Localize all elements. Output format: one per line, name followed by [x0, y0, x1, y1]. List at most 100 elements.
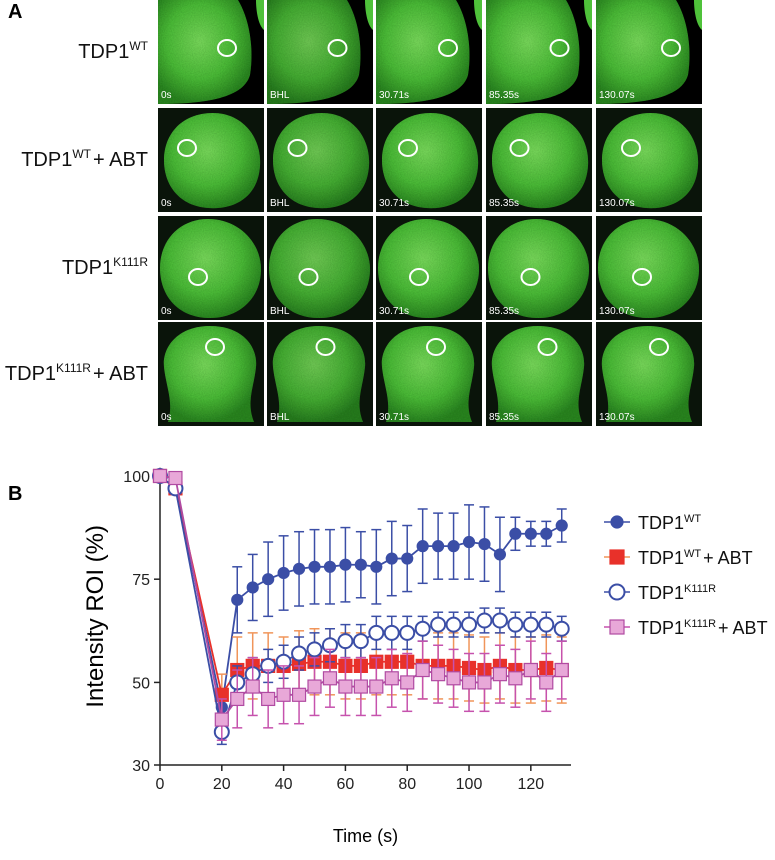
neighbor-cell: [365, 0, 373, 30]
text-part: TDP1: [62, 257, 113, 279]
point: [339, 558, 352, 571]
point: [152, 468, 168, 484]
point: [401, 552, 414, 565]
time-label: BHL: [270, 412, 290, 423]
point: [353, 679, 368, 694]
y-axis-label: Intensity ROI (%): [82, 525, 109, 708]
text-part: WT: [72, 147, 91, 161]
micrograph: BHL: [267, 0, 373, 104]
text-part: K111R: [56, 361, 91, 375]
micrograph: 30.71s: [376, 216, 482, 320]
micrograph: BHL: [267, 216, 373, 320]
cell: [602, 113, 699, 209]
neighbor-cell: [694, 0, 702, 30]
row-label: TDP1K111R: [62, 255, 148, 279]
cell: [382, 113, 479, 209]
point: [262, 573, 275, 586]
roi-circle: [520, 268, 541, 286]
point: [462, 535, 476, 549]
micrograph: 85.35s: [486, 216, 592, 320]
time-label: 85.35s: [489, 306, 519, 317]
x-tick-label: 20: [213, 776, 231, 793]
point: [384, 671, 399, 686]
panel-label: A: [8, 1, 22, 23]
x-tick-label: 40: [275, 776, 293, 793]
legend-marker: [608, 583, 626, 601]
point: [477, 675, 492, 690]
x-tick-label: 100: [456, 776, 483, 793]
point: [369, 679, 384, 694]
text-part: K111R: [684, 583, 716, 595]
legend-marker: [609, 619, 625, 635]
cell: [164, 113, 261, 209]
cell: [269, 219, 371, 319]
point: [338, 679, 353, 694]
point: [400, 675, 415, 690]
legend-marker: [610, 515, 624, 529]
time-label: 0s: [161, 198, 172, 209]
roi-circle: [549, 39, 570, 57]
time-label: 85.35s: [489, 412, 519, 423]
point: [476, 612, 493, 629]
text-part: K111R: [684, 618, 716, 630]
micrograph: 30.71s: [376, 0, 482, 104]
y-tick-label: 50: [132, 675, 150, 692]
time-label: 30.71s: [379, 90, 409, 101]
cell: [381, 326, 475, 422]
point: [538, 616, 555, 633]
cell: [491, 326, 585, 422]
time-label: 0s: [161, 412, 172, 423]
text-part: WT: [684, 548, 701, 560]
time-label: 130.07s: [599, 90, 635, 101]
row-label: TDP1WT + ABT: [21, 147, 148, 171]
y-tick-label: 75: [132, 572, 150, 589]
time-label: 130.07s: [599, 306, 635, 317]
point: [308, 560, 321, 573]
micrograph: 30.71s: [376, 108, 482, 212]
roi-circle: [509, 139, 530, 157]
point: [385, 552, 398, 565]
point: [493, 548, 507, 561]
point: [522, 616, 539, 633]
roi-circle: [327, 39, 348, 57]
text-part: TDP1: [5, 363, 56, 385]
point: [292, 562, 306, 575]
text-part: + ABT: [718, 618, 768, 638]
text-part: + ABT: [703, 548, 753, 568]
time-label: BHL: [270, 306, 290, 317]
point: [524, 527, 537, 540]
x-tick-label: 0: [156, 776, 165, 793]
point: [399, 624, 416, 641]
legend-label: TDP1K111R: [638, 583, 716, 603]
cell: [601, 326, 695, 422]
point: [555, 519, 568, 532]
point: [461, 675, 477, 690]
neighbor-cell: [474, 0, 482, 30]
point: [323, 560, 337, 573]
roi-circle: [188, 268, 208, 286]
point: [306, 641, 323, 658]
legend-label: TDP1K111R + ABT: [638, 618, 768, 638]
text-part: TDP1: [78, 41, 129, 63]
panel-b: 30 50 75 100 0 20 40 60 80 100 120 Time (s) Intensit…: [82, 467, 768, 846]
point: [307, 679, 322, 694]
point: [246, 581, 259, 594]
cell: [160, 219, 262, 319]
micrograph: 130.07s: [596, 322, 702, 426]
time-label: 85.35s: [489, 90, 519, 101]
time-label: 30.71s: [379, 412, 409, 423]
roi-circle: [177, 139, 197, 157]
point: [276, 687, 291, 702]
series: [152, 468, 569, 741]
time-label: 0s: [161, 90, 172, 101]
point: [214, 712, 229, 727]
point: [370, 560, 383, 573]
panel-label: B: [8, 483, 22, 505]
micrograph: 130.07s: [596, 0, 702, 104]
point: [447, 540, 460, 553]
point: [261, 691, 276, 707]
x-tick-label: 120: [517, 776, 544, 793]
cell: [267, 0, 361, 104]
point: [416, 540, 429, 553]
